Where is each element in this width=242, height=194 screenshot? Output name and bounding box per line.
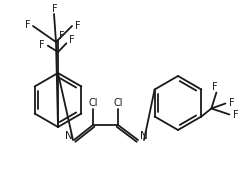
Text: F: F xyxy=(25,20,31,30)
Text: F: F xyxy=(68,35,74,45)
Text: N: N xyxy=(65,131,73,141)
Text: F: F xyxy=(75,21,81,31)
Text: F: F xyxy=(229,99,234,108)
Text: N: N xyxy=(140,131,148,141)
Text: Cl: Cl xyxy=(88,98,98,108)
Text: F: F xyxy=(59,31,65,41)
Text: F: F xyxy=(233,111,238,120)
Text: Cl: Cl xyxy=(113,98,123,108)
Text: F: F xyxy=(52,4,58,14)
Text: F: F xyxy=(39,40,45,50)
Text: F: F xyxy=(212,82,217,93)
